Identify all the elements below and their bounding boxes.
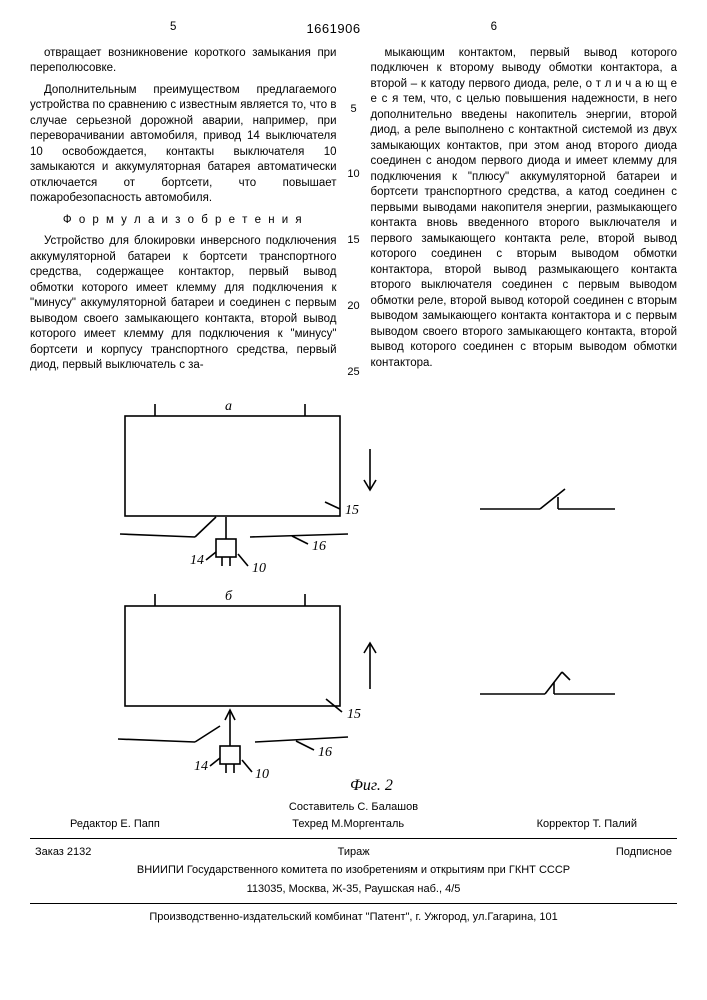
text-columns: отвращает возникновение короткого замыка…: [30, 46, 677, 380]
order-number: Заказ 2132: [35, 845, 91, 860]
fig-ref-10b: 10: [255, 767, 269, 782]
compiler-credit: Составитель С. Балашов: [30, 800, 677, 815]
fig-label-a: а: [225, 399, 232, 414]
line-marker: 20: [345, 299, 363, 314]
corrector-credit: Корректор Т. Палий: [537, 817, 637, 832]
fig-ref-15a: 15: [345, 503, 359, 518]
fig-ref-14a: 14: [190, 553, 204, 568]
editor-credit: Редактор Е. Папп: [70, 817, 160, 832]
page-number-right: 6: [491, 20, 497, 38]
page-header: 5 1661906 6: [30, 20, 677, 38]
fig-ref-14b: 14: [194, 759, 208, 774]
paragraph: мыкающим контактом, первый вывод которог…: [371, 46, 678, 372]
tirazh-label: Тираж: [338, 845, 370, 860]
figure-2: а 15 14 10 16 б: [30, 394, 677, 794]
producer-line: Производственно-издательский комбинат "П…: [30, 910, 677, 925]
line-marker: 10: [345, 167, 363, 182]
formula-title: Ф о р м у л а и з о б р е т е н и я: [30, 213, 337, 229]
fig-ref-16b: 16: [318, 745, 332, 760]
document-number: 1661906: [306, 20, 360, 38]
fig-ref-10a: 10: [252, 561, 266, 576]
figure-caption: Фиг. 2: [350, 777, 393, 794]
sign-label: Подписное: [616, 845, 672, 860]
tech-credit: Техред М.Моргенталь: [292, 817, 404, 832]
paragraph: Устройство для блокировки инверсного под…: [30, 234, 337, 374]
left-column: отвращает возникновение короткого замыка…: [30, 46, 337, 380]
line-marker: 15: [345, 233, 363, 248]
divider: [30, 838, 677, 839]
fig-ref-15b: 15: [347, 707, 361, 722]
line-marker: 5: [345, 102, 363, 117]
right-column: мыкающим контактом, первый вывод которог…: [371, 46, 678, 380]
paragraph: Дополнительным преимуществом предлагаемо…: [30, 83, 337, 207]
line-number-gutter: 5 10 15 20 25: [345, 46, 363, 380]
addr-line: 113035, Москва, Ж-35, Раушская наб., 4/5: [30, 882, 677, 897]
order-row: Заказ 2132 Тираж Подписное: [30, 845, 677, 860]
org-line: ВНИИПИ Государственного комитета по изоб…: [30, 863, 677, 878]
credits-row: Редактор Е. Папп Техред М.Моргенталь Кор…: [30, 817, 677, 832]
fig-label-b: б: [225, 589, 233, 604]
divider: [30, 903, 677, 904]
paragraph: отвращает возникновение короткого замыка…: [30, 46, 337, 77]
line-marker: 25: [345, 365, 363, 380]
page-number-left: 5: [170, 20, 176, 38]
fig-ref-16a: 16: [312, 539, 326, 554]
